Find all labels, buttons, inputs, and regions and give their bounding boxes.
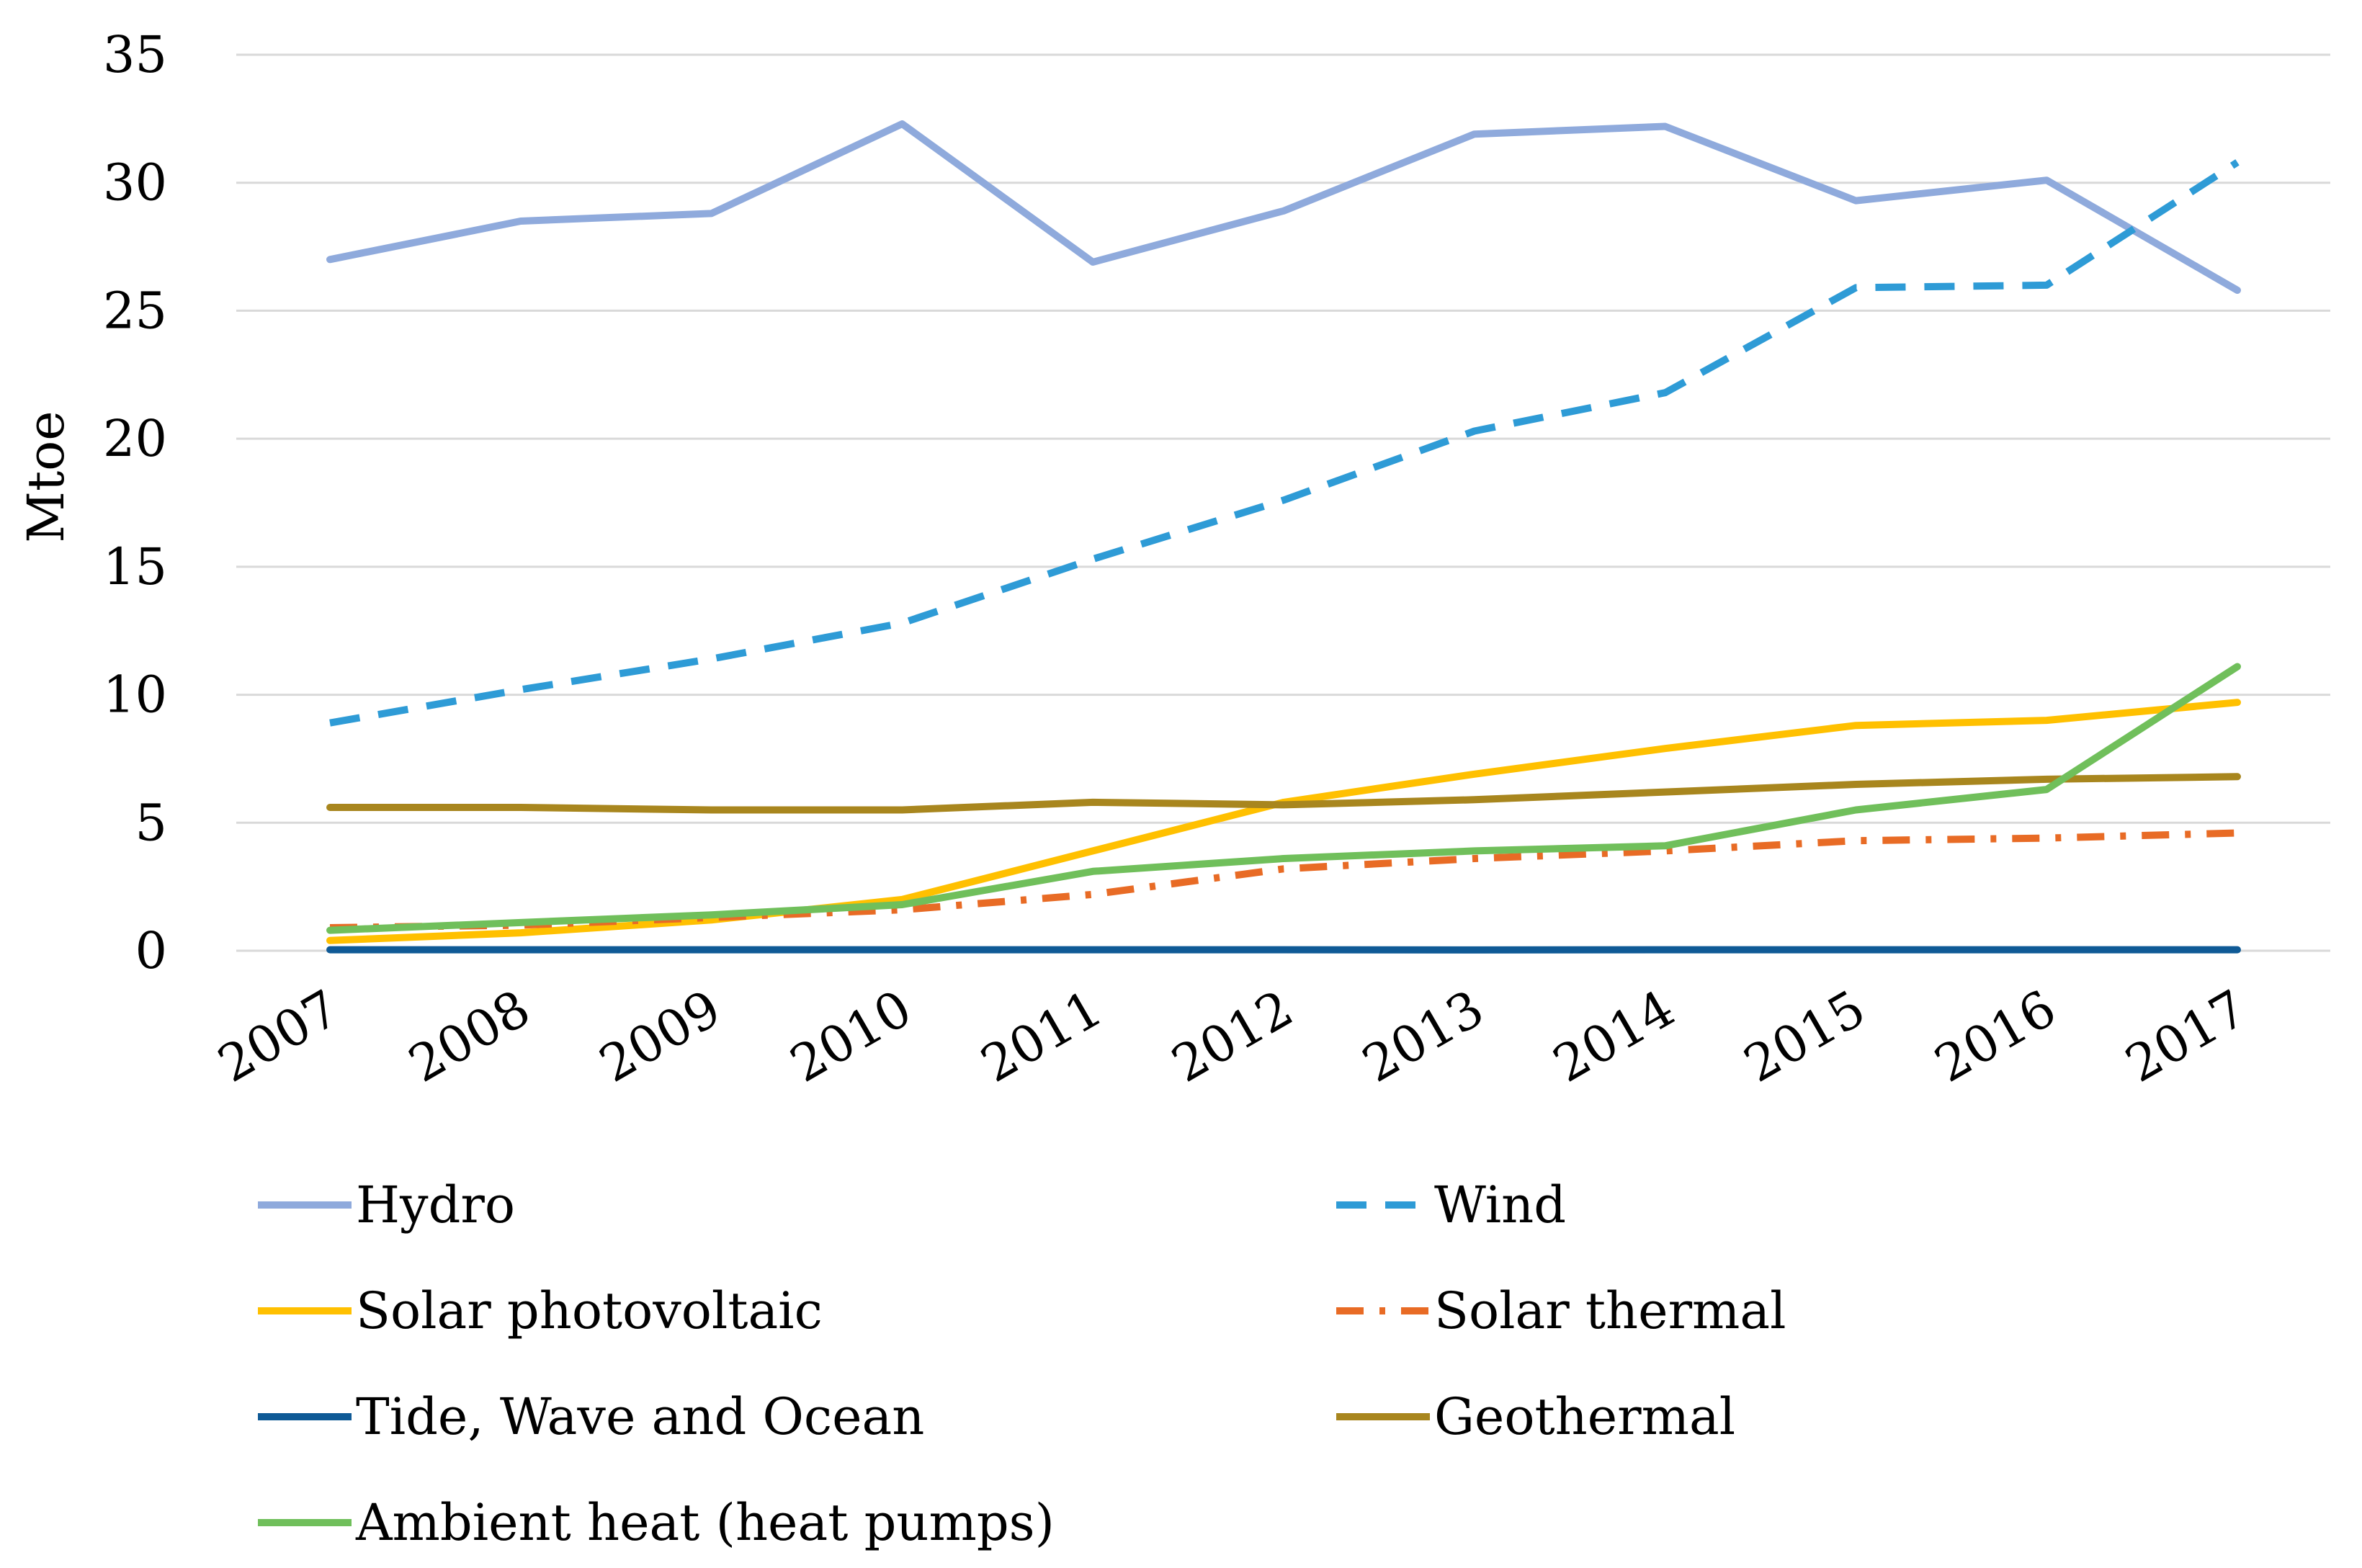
y-tick-label: 0 (135, 921, 167, 980)
x-tick-label: 2008 (399, 979, 540, 1094)
legend-label: Ambient heat (heat pumps) (355, 1493, 1055, 1552)
legend-label: Wind (1434, 1175, 1566, 1235)
legend-label: Solar photovoltaic (356, 1281, 823, 1340)
legend-label: Solar thermal (1434, 1281, 1786, 1340)
legend-item: Solar thermal (1336, 1281, 1786, 1340)
y-tick-label: 15 (103, 537, 167, 596)
x-tick-label: 2014 (1544, 979, 1684, 1094)
y-tick-label: 5 (135, 793, 167, 852)
y-tick-label: 25 (103, 281, 167, 340)
series-line-solar-thermal (329, 829, 2238, 931)
x-tick-label: 2009 (590, 979, 730, 1094)
y-tick-label: 20 (103, 409, 167, 468)
legend-item: Wind (1336, 1175, 1566, 1235)
gridlines (236, 53, 2330, 824)
x-tick-label: 2011 (971, 979, 1111, 1094)
y-axis-title: Mtoe (17, 411, 76, 542)
y-tick-label: 35 (103, 25, 167, 84)
legend-label: Geothermal (1434, 1387, 1735, 1446)
x-tick-label: 2007 (208, 979, 349, 1094)
y-tick-label: 10 (103, 666, 167, 725)
legend-item: Solar photovoltaic (258, 1281, 823, 1340)
legend-label: Tide, Wave and Ocean (356, 1387, 924, 1446)
legend: Hydro Wind Solar photovoltaic Solar thermal… (258, 1175, 1786, 1552)
series-line-geothermal (326, 773, 2241, 814)
series-line-hydro (326, 120, 2241, 294)
y-tick-label: 30 (103, 153, 167, 212)
x-tick-label: 2016 (1925, 979, 2065, 1094)
series-line-solar-photovoltaic (326, 699, 2241, 944)
series-line-ambient-heat-heat-pumps (326, 663, 2241, 934)
legend-item: Hydro (258, 1175, 515, 1235)
x-tick-label: 2015 (1735, 979, 1875, 1094)
legend-item: Tide, Wave and Ocean (258, 1387, 924, 1446)
x-axis-ticks: 2007 2008 2009 2010 2011 2012 2013 2014 2015 2016… (208, 979, 2256, 1094)
x-tick-label: 2010 (781, 979, 921, 1094)
x-tick-label: 2012 (1162, 979, 1302, 1094)
series-line-wind (329, 159, 2240, 727)
legend-label: Hydro (356, 1175, 515, 1235)
legend-item: Ambient heat (heat pumps) (258, 1493, 1055, 1552)
x-tick-label: 2017 (2116, 979, 2256, 1094)
legend-item: Geothermal (1336, 1387, 1735, 1446)
x-tick-label: 2013 (1353, 979, 1493, 1094)
y-axis-ticks: 0 5 10 15 20 25 30 35 (103, 25, 167, 980)
series-lines (326, 120, 2241, 954)
